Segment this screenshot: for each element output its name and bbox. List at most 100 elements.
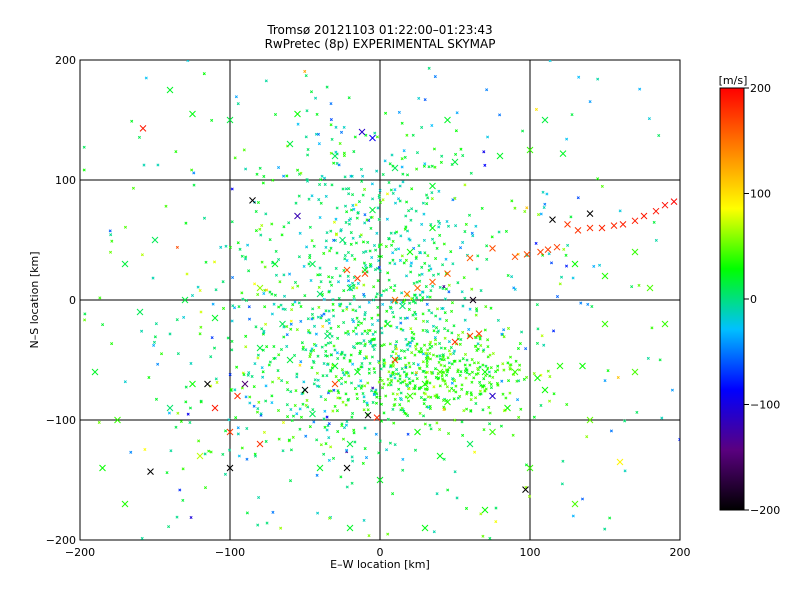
data-point-dot [350, 415, 354, 419]
data-point-dot [376, 319, 380, 323]
data-point-dot [392, 288, 396, 292]
data-point-dot [353, 135, 357, 139]
data-point-x [436, 368, 444, 376]
data-point-x [559, 150, 567, 157]
data-point-dot [342, 125, 346, 129]
data-point-dot [421, 328, 425, 332]
data-point-x [241, 380, 249, 388]
data-point-dot [403, 155, 407, 159]
data-point-dot [406, 432, 410, 436]
data-point-dot [271, 380, 275, 384]
data-point-dot [398, 374, 402, 378]
data-point-dot [199, 310, 203, 314]
data-point-x [489, 428, 496, 436]
data-point-dot [395, 325, 399, 329]
data-point-dot [340, 368, 344, 372]
data-point-dot [451, 198, 455, 202]
data-point-dot [221, 280, 225, 284]
data-point-dot [390, 243, 394, 247]
data-point-dot [603, 379, 607, 383]
data-point-dot [370, 389, 374, 393]
data-point-dot [592, 264, 596, 268]
data-point-dot [344, 380, 348, 384]
data-point-dot [362, 250, 366, 254]
data-point-dot [324, 343, 328, 347]
data-point-dot [318, 216, 322, 220]
data-point-dot [404, 337, 408, 341]
data-point-dot [465, 407, 469, 411]
data-point-dot [313, 378, 317, 382]
data-point-dot [326, 391, 330, 395]
data-point-dot [400, 291, 404, 295]
data-point-dot [373, 343, 377, 347]
data-point-dot [498, 113, 502, 117]
data-point-dot [327, 275, 331, 279]
data-point-dot [565, 137, 569, 141]
data-point-dot [351, 320, 356, 324]
data-point-dot [376, 305, 380, 309]
data-point-dot [510, 199, 514, 203]
data-point-dot [418, 279, 422, 283]
data-point-dot [140, 329, 144, 333]
data-point-dot [280, 379, 284, 383]
data-point-dot [310, 317, 314, 321]
data-point-x [414, 284, 421, 292]
data-point-dot [300, 341, 304, 345]
data-point-dot [409, 218, 413, 222]
data-point-x [475, 330, 483, 337]
data-point-dot [342, 426, 346, 430]
data-point-dot [339, 475, 343, 479]
data-point-dot [532, 371, 536, 376]
data-point-dot [371, 386, 375, 390]
data-point-x [331, 362, 339, 370]
data-point-x [361, 266, 369, 274]
data-point-dot [425, 361, 429, 365]
data-point-dot [257, 495, 261, 500]
data-point-dot [442, 457, 446, 461]
data-point-dot [467, 213, 472, 217]
data-point-dot [423, 162, 427, 166]
data-point-dot [380, 419, 384, 423]
data-point-x [469, 296, 477, 304]
data-point-dot [463, 352, 467, 356]
data-point-dot [238, 247, 242, 251]
data-point-dot [429, 395, 433, 399]
data-point-dot [350, 253, 354, 257]
data-point-dot [377, 217, 381, 221]
data-point-dot [405, 133, 409, 137]
data-point-dot [370, 322, 374, 326]
data-point-dot [376, 266, 380, 270]
data-point-dot [377, 245, 381, 249]
data-point-x [574, 227, 582, 234]
data-point-dot [369, 215, 373, 220]
data-point-dot [189, 361, 193, 365]
data-point-dot [351, 308, 355, 312]
data-point-x [369, 134, 376, 142]
data-point-dot [413, 301, 417, 305]
data-point-x [384, 320, 391, 328]
data-point-dot [488, 381, 492, 385]
data-point-dot [320, 174, 324, 178]
data-point-dot [387, 370, 391, 374]
data-point-dot [383, 361, 387, 365]
data-point-dot [294, 389, 298, 393]
data-point-dot [432, 329, 436, 333]
data-point-dot [430, 123, 434, 128]
data-point-dot [244, 334, 248, 338]
data-point-dot [377, 380, 381, 384]
data-point-dot [500, 379, 504, 383]
data-point-dot [363, 221, 367, 225]
data-point-dot [660, 416, 664, 420]
data-point-x [652, 207, 660, 215]
data-point-dot [441, 378, 445, 382]
data-point-dot [488, 411, 492, 415]
data-point-dot [209, 355, 213, 359]
data-point-dot [356, 323, 360, 327]
data-point-dot [357, 384, 361, 388]
data-point-dot [261, 375, 265, 379]
data-point-dot [209, 450, 213, 454]
data-point-dot [415, 280, 419, 284]
data-point-x [294, 110, 301, 118]
data-point-x [444, 270, 451, 277]
data-point-dot [407, 361, 411, 365]
